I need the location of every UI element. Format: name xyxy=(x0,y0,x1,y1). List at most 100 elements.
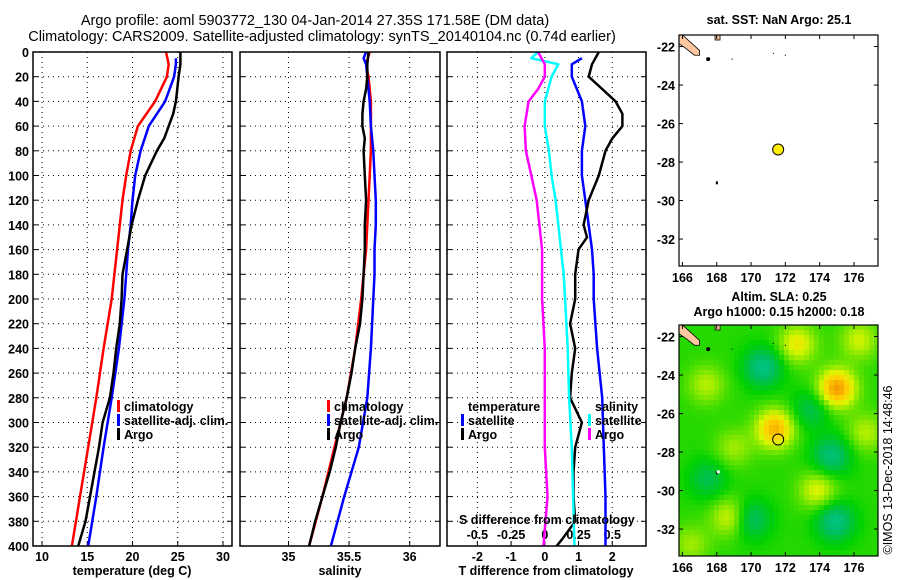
island-dot xyxy=(772,52,774,54)
heatmap-cell xyxy=(829,440,834,445)
heatmap-cell xyxy=(814,360,819,365)
heatmap-cell xyxy=(724,540,729,545)
heatmap-cell xyxy=(789,365,794,370)
heatmap-cell xyxy=(704,475,709,480)
heatmap-cell xyxy=(699,460,704,465)
heatmap-cell xyxy=(819,330,824,335)
heatmap-cell xyxy=(874,410,878,415)
heatmap-cell xyxy=(819,445,824,450)
heatmap-cell xyxy=(874,340,878,345)
heatmap-cell xyxy=(699,505,704,510)
heatmap-cell xyxy=(814,350,819,355)
heatmap-cell xyxy=(834,425,839,430)
map-xtick-label: 166 xyxy=(672,561,693,575)
heatmap-cell xyxy=(784,380,789,385)
heatmap-cell xyxy=(764,365,769,370)
heatmap-cell xyxy=(714,515,719,520)
heatmap-cell xyxy=(694,500,699,505)
heatmap-cell xyxy=(799,405,804,410)
heatmap-cell xyxy=(864,350,869,355)
heatmap-cell xyxy=(694,525,699,530)
heatmap-cell xyxy=(859,490,864,495)
heatmap-cell xyxy=(794,440,799,445)
heatmap-cell xyxy=(859,520,864,525)
heatmap-cell xyxy=(774,360,779,365)
heatmap-cell xyxy=(834,410,839,415)
heatmap-cell xyxy=(849,505,854,510)
heatmap-cell xyxy=(734,360,739,365)
heatmap-cell xyxy=(794,330,799,335)
heatmap-cell xyxy=(729,395,734,400)
heatmap-cell xyxy=(784,390,789,395)
heatmap-cell xyxy=(824,460,829,465)
heatmap-cell xyxy=(819,485,824,490)
heatmap-cell xyxy=(849,435,854,440)
heatmap-cell xyxy=(754,450,759,455)
heatmap-cell xyxy=(754,380,759,385)
heatmap-cell xyxy=(819,450,824,455)
heatmap-cell xyxy=(749,355,754,360)
heatmap-cell xyxy=(739,505,744,510)
heatmap-cell xyxy=(814,385,819,390)
heatmap-cell xyxy=(839,450,844,455)
heatmap-cell xyxy=(854,380,859,385)
axes-frame xyxy=(446,51,647,547)
heatmap-cell xyxy=(814,495,819,500)
heatmap-cell xyxy=(829,450,834,455)
heatmap-cell xyxy=(779,385,784,390)
heatmap-cell xyxy=(734,440,739,445)
heatmap-cell xyxy=(829,425,834,430)
heatmap-cell xyxy=(794,550,799,555)
heatmap-cell xyxy=(844,505,849,510)
heatmap-cell xyxy=(694,515,699,520)
heatmap-cell xyxy=(689,420,694,425)
heatmap-cell xyxy=(834,510,839,515)
heatmap-cell xyxy=(779,470,784,475)
heatmap-cell xyxy=(759,480,764,485)
heatmap-cell xyxy=(764,410,769,415)
heatmap-cell xyxy=(829,550,834,555)
heatmap-cell xyxy=(719,550,724,555)
heatmap-cell xyxy=(719,400,724,405)
heatmap-cell xyxy=(784,475,789,480)
heatmap-cell xyxy=(734,395,739,400)
heatmap-cell xyxy=(764,545,769,550)
heatmap-cell xyxy=(774,445,779,450)
heatmap-cell xyxy=(809,395,814,400)
heatmap-cell xyxy=(829,500,834,505)
heatmap-cell xyxy=(784,330,789,335)
heatmap-cell xyxy=(749,505,754,510)
heatmap-cell xyxy=(709,450,714,455)
heatmap-cell xyxy=(719,415,724,420)
heatmap-cell xyxy=(859,350,864,355)
heatmap-cell xyxy=(784,530,789,535)
heatmap-cell xyxy=(789,480,794,485)
legend-swatch-satellite xyxy=(117,414,120,426)
heatmap-cell xyxy=(824,360,829,365)
heatmap-cell xyxy=(714,500,719,505)
heatmap-cell xyxy=(719,505,724,510)
heatmap-cell xyxy=(814,530,819,535)
heatmap-cell xyxy=(689,450,694,455)
heatmap-cell xyxy=(769,430,774,435)
heatmap-cell xyxy=(824,365,829,370)
heatmap-cell xyxy=(814,470,819,475)
heatmap-cell xyxy=(854,460,859,465)
heatmap-cell xyxy=(789,415,794,420)
heatmap-cell xyxy=(789,440,794,445)
heatmap-cell xyxy=(764,420,769,425)
heatmap-cell xyxy=(774,380,779,385)
heatmap-cell xyxy=(694,540,699,545)
heatmap-cell xyxy=(679,550,684,555)
heatmap-cell xyxy=(779,330,784,335)
heatmap-cell xyxy=(709,470,714,475)
heatmap-cell xyxy=(849,460,854,465)
heatmap-cell xyxy=(834,380,839,385)
map-xtick-label: 166 xyxy=(672,271,693,285)
heatmap-cell xyxy=(854,550,859,555)
heatmap-cell xyxy=(839,445,844,450)
heatmap-cell xyxy=(779,450,784,455)
heatmap-cell xyxy=(749,410,754,415)
heatmap-cell xyxy=(699,450,704,455)
heatmap-cell xyxy=(804,440,809,445)
